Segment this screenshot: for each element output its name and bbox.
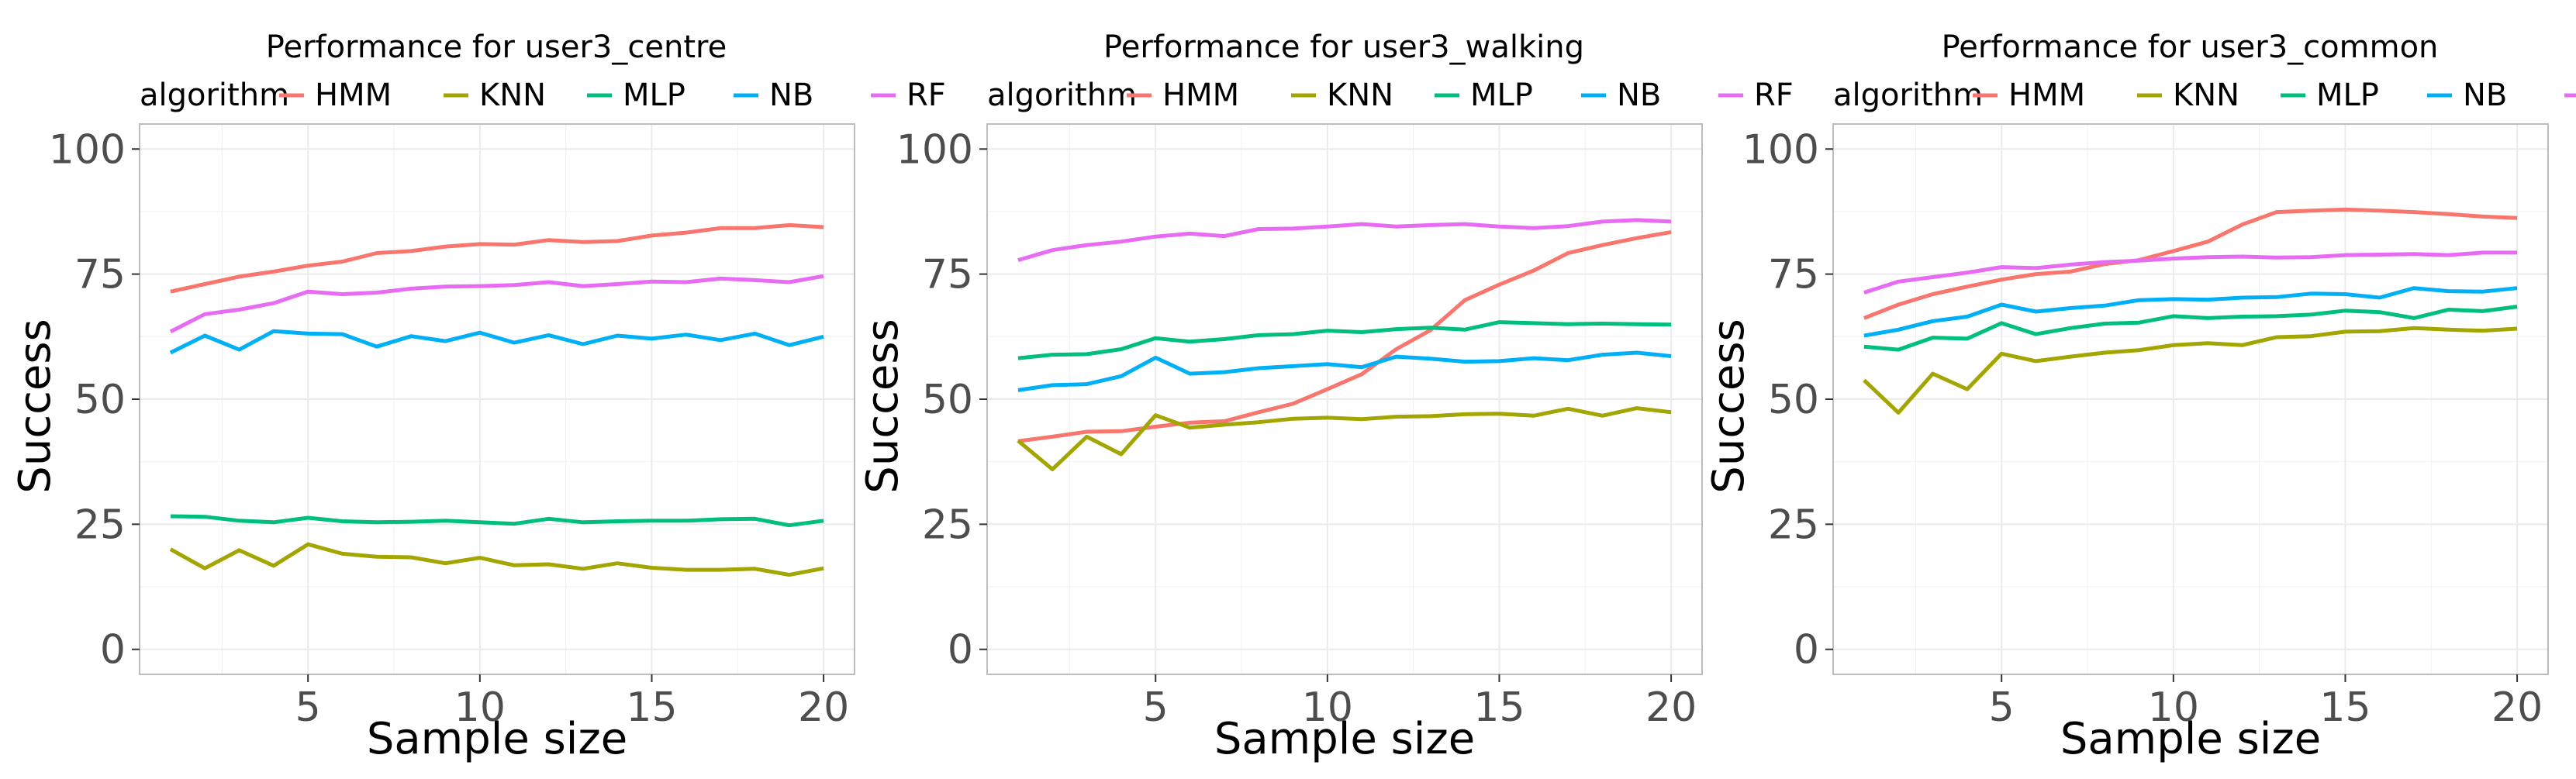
x-tick-label: 10 — [1302, 684, 1353, 731]
panel-title: Performance for user3_common — [1942, 29, 2439, 65]
series-line-mlp — [170, 514, 824, 528]
y-tick-label: 100 — [49, 126, 126, 173]
series-line-rf — [169, 274, 824, 334]
series-line-nb — [1863, 286, 2518, 338]
legend-label-nb: NB — [2463, 78, 2507, 113]
y-tick-label: 50 — [1768, 377, 1819, 423]
x-tick-label: 20 — [1645, 684, 1697, 731]
legend-label-nb: NB — [1617, 78, 1661, 113]
series-line-mlp — [1017, 320, 1672, 360]
panel-user3-common: Performance for user3_common algorithm H… — [1704, 29, 2576, 764]
legend-label-knn: KNN — [1327, 78, 1393, 113]
y-tick-label: 50 — [922, 377, 973, 423]
x-tick-label: 5 — [1143, 684, 1169, 731]
series-line-mlp — [1863, 305, 2518, 352]
x-axis-label: Sample size — [367, 714, 627, 764]
series-line-knn — [1017, 406, 1672, 471]
legend: algorithm HMM KNN MLP NB RF — [140, 78, 946, 113]
legend-title: algorithm — [140, 78, 289, 113]
plot-area: 0 25 50 75 100 5 10 15 20 — [896, 123, 1703, 731]
panel-user3-walking: Performance for user3_walking algorithm … — [858, 29, 1794, 764]
series-line-rf — [1017, 218, 1672, 263]
x-axis-label: Sample size — [1214, 714, 1475, 764]
legend-title: algorithm — [1833, 78, 1983, 113]
x-tick-label: 10 — [454, 684, 506, 731]
series-line-hmm — [170, 222, 824, 294]
y-tick-label: 100 — [896, 126, 973, 173]
x-tick-label: 20 — [2491, 684, 2543, 731]
y-tick-label: 75 — [74, 252, 126, 298]
y-tick-label: 75 — [1768, 252, 1819, 298]
y-tick-label: 0 — [1794, 627, 1819, 674]
plot-area: 0 25 50 75 100 5 10 15 20 — [49, 123, 855, 731]
series-line-hmm — [1863, 207, 2518, 320]
legend-label-rf: RF — [1754, 78, 1794, 113]
y-tick-label: 25 — [922, 502, 973, 548]
series-line-knn — [1863, 326, 2518, 415]
y-tick-label: 25 — [74, 502, 126, 548]
y-tick-label: 50 — [74, 377, 126, 423]
x-tick-label: 5 — [295, 684, 321, 731]
legend-title: algorithm — [987, 78, 1137, 113]
legend-label-knn: KNN — [479, 78, 546, 113]
y-tick-label: 0 — [100, 627, 126, 674]
legend: algorithm HMM KNN MLP NB RF — [987, 78, 1794, 113]
y-axis-label: Success — [1704, 319, 1754, 493]
panel-title: Performance for user3_walking — [1103, 29, 1584, 65]
panel-user3-centre: Performance for user3_centre algorithm H… — [10, 29, 946, 764]
series-line-rf — [1863, 250, 2518, 295]
y-tick-label: 25 — [1768, 502, 1819, 548]
series-line-nb — [1017, 350, 1672, 392]
legend-label-mlp: MLP — [623, 78, 685, 113]
x-tick-label: 15 — [2319, 684, 2371, 731]
x-tick-label: 20 — [798, 684, 849, 731]
x-tick-label: 15 — [626, 684, 677, 731]
legend-label-hmm: HMM — [315, 78, 392, 113]
y-axis-label: Success — [858, 319, 908, 493]
plot-area: 0 25 50 75 100 5 10 15 20 — [1742, 123, 2549, 731]
legend-label-hmm: HMM — [2008, 78, 2085, 113]
legend-label-rf: RF — [906, 78, 946, 113]
y-axis-label: Success — [10, 319, 60, 493]
y-tick-label: 100 — [1742, 126, 1819, 173]
legend-label-mlp: MLP — [2316, 78, 2379, 113]
legend-label-nb: NB — [769, 78, 813, 113]
legend-label-mlp: MLP — [1470, 78, 1533, 113]
panel-title: Performance for user3_centre — [266, 29, 727, 65]
legend-label-hmm: HMM — [1162, 78, 1239, 113]
x-tick-label: 5 — [1989, 684, 2015, 731]
x-tick-label: 10 — [2148, 684, 2199, 731]
series-line-knn — [169, 542, 824, 577]
x-tick-label: 15 — [1473, 684, 1525, 731]
legend-label-knn: KNN — [2173, 78, 2239, 113]
series-line-hmm — [1017, 229, 1672, 443]
x-axis-label: Sample size — [2060, 714, 2321, 764]
y-tick-label: 0 — [948, 627, 973, 674]
y-tick-label: 75 — [922, 252, 973, 298]
series-line-nb — [169, 329, 824, 355]
